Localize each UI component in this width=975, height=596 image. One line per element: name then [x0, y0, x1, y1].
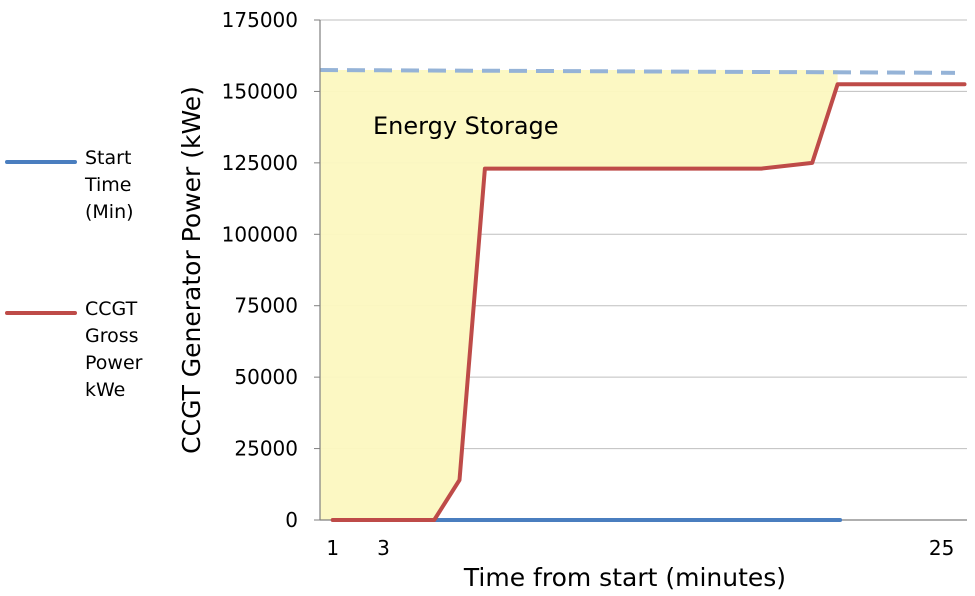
y-tick-label: 75000 [234, 294, 298, 318]
y-tick-labels: 0 25000 50000 75000 100000 125000 150000 175000 [222, 8, 298, 532]
legend-item: CCGT Gross Power kWe [5, 298, 165, 401]
x-axis-title: Time from start (minutes) [463, 563, 786, 592]
y-tick-label: 25000 [234, 437, 298, 461]
legend-swatch [5, 160, 77, 164]
energy-storage-area [320, 70, 838, 520]
y-axis-title: CCGT Generator Power (kWe) [177, 86, 206, 454]
y-tick-label: 175000 [222, 8, 298, 32]
x-tick-label: 25 [929, 536, 954, 560]
energy-storage-label: Energy Storage [373, 112, 559, 140]
series-line-1 [330, 82, 967, 522]
x-tick-labels: 1 3 25 [326, 536, 954, 560]
y-tick-label: 0 [285, 508, 298, 532]
x-tick-label: 1 [326, 536, 339, 560]
y-tick-label: 125000 [222, 151, 298, 175]
legend-label: CCGT Gross Power kWe [85, 298, 143, 401]
y-tick-label: 50000 [234, 365, 298, 389]
y-tick-label: 150000 [222, 79, 298, 103]
legend-swatch [5, 311, 77, 315]
y-tick-label: 100000 [222, 222, 298, 246]
x-tick-label: 3 [377, 536, 390, 560]
legend-item: Start Time (Min) [5, 147, 165, 223]
reference-dashed-line [319, 68, 956, 75]
series-layer [330, 82, 967, 522]
legend-label: Start Time (Min) [85, 147, 134, 223]
